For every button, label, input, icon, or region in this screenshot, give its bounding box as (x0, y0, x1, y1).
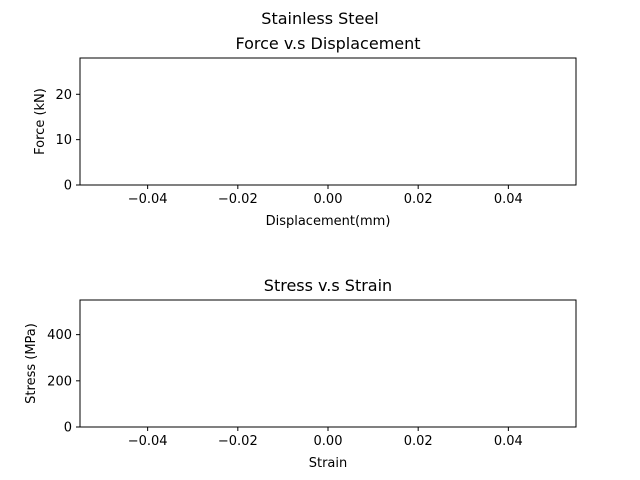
x-axis-label: Displacement(mm) (266, 214, 391, 229)
x-tick-label: −0.04 (128, 192, 168, 207)
chart-title: Stress v.s Strain (264, 276, 392, 295)
x-tick-label: −0.02 (218, 192, 258, 207)
y-axis-label: Stress (MPa) (24, 323, 39, 404)
y-tick-label: 20 (55, 88, 72, 103)
x-axis-label: Strain (309, 456, 348, 471)
x-tick-label: −0.04 (128, 434, 168, 449)
y-tick-label: 0 (64, 179, 72, 194)
y-tick-label: 400 (47, 328, 72, 343)
x-axis: −0.04 −0.02 0.00 0.02 0.04 (128, 427, 523, 449)
chart-title: Force v.s Displacement (235, 34, 420, 53)
y-axis: 0 10 20 (55, 88, 80, 194)
x-tick-label: 0.04 (494, 434, 523, 449)
x-tick-label: −0.02 (218, 434, 258, 449)
y-axis: 0 200 400 (47, 328, 80, 436)
x-tick-label: 0.02 (404, 434, 433, 449)
y-axis-label: Force (kN) (33, 88, 48, 155)
subplot-force-displacement: Force v.s Displacement −0.04 −0.02 0.00 0.0… (33, 34, 577, 229)
x-tick-label: 0.00 (314, 434, 343, 449)
y-tick-label: 10 (55, 133, 72, 148)
y-tick-label: 0 (64, 421, 72, 436)
x-tick-label: 0.00 (314, 192, 343, 207)
x-tick-label: 0.02 (404, 192, 433, 207)
x-axis: −0.04 −0.02 0.00 0.02 0.04 (128, 185, 523, 207)
x-tick-label: 0.04 (494, 192, 523, 207)
figure-suptitle: Stainless Steel (261, 9, 378, 28)
y-tick-label: 200 (47, 374, 72, 389)
subplot-stress-strain: Stress v.s Strain −0.04 −0.02 0.00 0.02 0.04… (24, 276, 577, 471)
